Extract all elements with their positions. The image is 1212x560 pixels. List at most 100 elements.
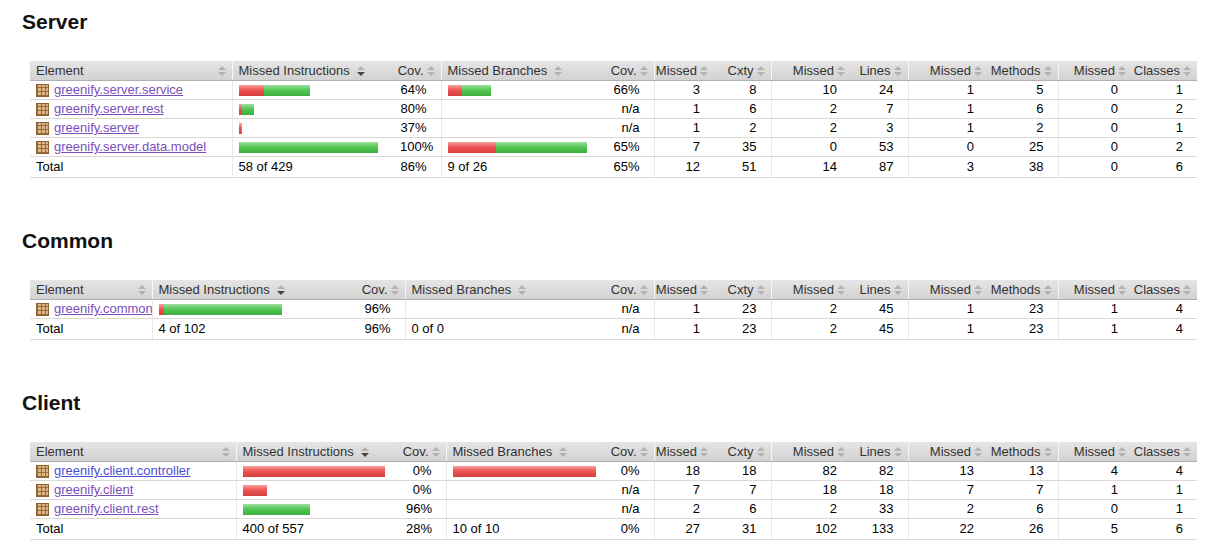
total-methods-cell: 26 bbox=[988, 519, 1058, 540]
missed-branches-cell bbox=[441, 81, 607, 100]
column-header-instructions-coverage[interactable]: Cov. bbox=[400, 442, 446, 462]
total-missed-lines-cell: 102 bbox=[771, 519, 851, 540]
column-header-missed-cxty[interactable]: Missed bbox=[654, 61, 714, 81]
missed-instructions-cell bbox=[232, 119, 394, 138]
methods-cell: 7 bbox=[988, 481, 1058, 500]
total-missed-cxty-cell: 1 bbox=[654, 319, 714, 340]
column-header-classes[interactable]: Classes bbox=[1132, 280, 1197, 300]
branches-coverage-cell: 65% bbox=[607, 138, 654, 157]
column-header-missed-methods[interactable]: Missed bbox=[908, 61, 988, 81]
cxty-cell: 6 bbox=[714, 500, 771, 519]
sort-icon bbox=[700, 447, 708, 457]
sort-up-arrow bbox=[1044, 285, 1052, 289]
total-lines-cell: 45 bbox=[851, 319, 908, 340]
column-header-cxty[interactable]: Cxty bbox=[714, 442, 771, 462]
column-header-methods[interactable]: Methods bbox=[988, 61, 1058, 81]
column-header-label: Missed bbox=[930, 283, 971, 297]
missed-methods-cell: 1 bbox=[908, 119, 988, 138]
package-link[interactable]: greenify.client bbox=[54, 483, 133, 497]
column-header-missed-lines[interactable]: Missed bbox=[771, 442, 851, 462]
table-row: greenify.client.controller0%0%1818828213… bbox=[30, 462, 1197, 481]
column-header-instructions-coverage[interactable]: Cov. bbox=[394, 61, 441, 81]
total-branches-coverage-cell: 0% bbox=[607, 519, 654, 540]
column-header-missed-lines[interactable]: Missed bbox=[771, 280, 851, 300]
sort-down-arrow bbox=[757, 72, 765, 76]
total-methods-cell: 23 bbox=[988, 319, 1058, 340]
missed-branches-cell bbox=[441, 100, 607, 119]
package-link[interactable]: greenify.server.rest bbox=[54, 102, 164, 116]
sort-up-arrow bbox=[1183, 447, 1191, 451]
total-instructions-coverage-cell: 86% bbox=[394, 157, 441, 178]
total-methods-cell: 38 bbox=[988, 157, 1058, 178]
column-header-missed-classes[interactable]: Missed bbox=[1058, 442, 1132, 462]
coverage-bar bbox=[239, 85, 389, 96]
package-link[interactable]: greenify.common bbox=[54, 302, 152, 316]
sort-up-arrow bbox=[640, 66, 648, 70]
column-header-missed-cxty[interactable]: Missed bbox=[654, 280, 714, 300]
sort-down-arrow bbox=[640, 453, 648, 457]
sort-up-arrow bbox=[894, 447, 902, 451]
column-header-classes[interactable]: Classes bbox=[1132, 442, 1197, 462]
column-header-cxty[interactable]: Cxty bbox=[714, 61, 771, 81]
column-header-missed-classes[interactable]: Missed bbox=[1058, 61, 1132, 81]
sort-up-arrow bbox=[974, 66, 982, 70]
coverage-bar bbox=[243, 485, 395, 496]
column-header-methods[interactable]: Methods bbox=[988, 442, 1058, 462]
package-link[interactable]: greenify.client.controller bbox=[54, 464, 190, 478]
column-header-instructions-coverage[interactable]: Cov. bbox=[357, 280, 405, 300]
column-header-classes[interactable]: Classes bbox=[1132, 61, 1197, 81]
missed-classes-cell: 4 bbox=[1058, 462, 1132, 481]
total-missed-lines-cell: 14 bbox=[771, 157, 851, 178]
column-header-label: Missed bbox=[1074, 64, 1115, 78]
instructions-coverage-cell: 0% bbox=[400, 481, 446, 500]
total-missed-methods-cell: 1 bbox=[908, 319, 988, 340]
column-header-missed-branches[interactable]: Missed Branches bbox=[441, 61, 607, 81]
missed-lines-cell: 2 bbox=[771, 119, 851, 138]
package-link[interactable]: greenify.server.data.model bbox=[54, 140, 206, 154]
column-header-element[interactable]: Element bbox=[30, 442, 236, 462]
bar-red-segment bbox=[239, 85, 264, 96]
column-header-label: Missed Branches bbox=[448, 64, 548, 78]
package-link[interactable]: greenify.server.service bbox=[54, 83, 183, 97]
column-header-label: Lines bbox=[859, 64, 890, 78]
column-header-branches-coverage[interactable]: Cov. bbox=[607, 442, 654, 462]
coverage-table: ElementMissed InstructionsCov.Missed Bra… bbox=[30, 442, 1197, 540]
column-header-missed-methods[interactable]: Missed bbox=[908, 442, 988, 462]
package-link[interactable]: greenify.server bbox=[54, 121, 139, 135]
column-header-missed-instructions[interactable]: Missed Instructions bbox=[152, 280, 357, 300]
coverage-bar bbox=[239, 123, 389, 134]
missed-cxty-cell: 7 bbox=[654, 138, 714, 157]
missed-classes-cell: 0 bbox=[1058, 119, 1132, 138]
column-header-lines[interactable]: Lines bbox=[851, 61, 908, 81]
column-header-missed-cxty[interactable]: Missed bbox=[654, 442, 714, 462]
column-header-lines[interactable]: Lines bbox=[851, 442, 908, 462]
total-missed-branches-cell: 9 of 26 bbox=[441, 157, 607, 178]
column-header-missed-lines[interactable]: Missed bbox=[771, 61, 851, 81]
sort-down-arrow bbox=[427, 72, 435, 76]
sort-up-arrow bbox=[1183, 285, 1191, 289]
sort-down-arrow bbox=[640, 72, 648, 76]
column-header-methods[interactable]: Methods bbox=[988, 280, 1058, 300]
package-icon bbox=[36, 141, 49, 154]
column-header-label: Cxty bbox=[728, 283, 754, 297]
column-header-element[interactable]: Element bbox=[30, 61, 232, 81]
instructions-coverage-cell: 96% bbox=[400, 500, 446, 519]
sort-down-arrow bbox=[277, 291, 285, 295]
sort-up-arrow bbox=[1183, 66, 1191, 70]
column-header-branches-coverage[interactable]: Cov. bbox=[602, 280, 654, 300]
column-header-branches-coverage[interactable]: Cov. bbox=[607, 61, 654, 81]
column-header-missed-branches[interactable]: Missed Branches bbox=[405, 280, 602, 300]
column-header-label: Missed bbox=[793, 64, 834, 78]
column-header-element[interactable]: Element bbox=[30, 280, 152, 300]
column-header-cxty[interactable]: Cxty bbox=[714, 280, 771, 300]
column-header-missed-classes[interactable]: Missed bbox=[1058, 280, 1132, 300]
package-link[interactable]: greenify.client.rest bbox=[54, 502, 159, 516]
column-header-lines[interactable]: Lines bbox=[851, 280, 908, 300]
section-title: Client bbox=[22, 392, 1212, 414]
column-header-missed-instructions[interactable]: Missed Instructions bbox=[236, 442, 400, 462]
column-header-missed-methods[interactable]: Missed bbox=[908, 280, 988, 300]
cxty-cell: 2 bbox=[714, 119, 771, 138]
column-header-missed-instructions[interactable]: Missed Instructions bbox=[232, 61, 394, 81]
branches-coverage-cell: 66% bbox=[607, 81, 654, 100]
column-header-missed-branches[interactable]: Missed Branches bbox=[446, 442, 607, 462]
